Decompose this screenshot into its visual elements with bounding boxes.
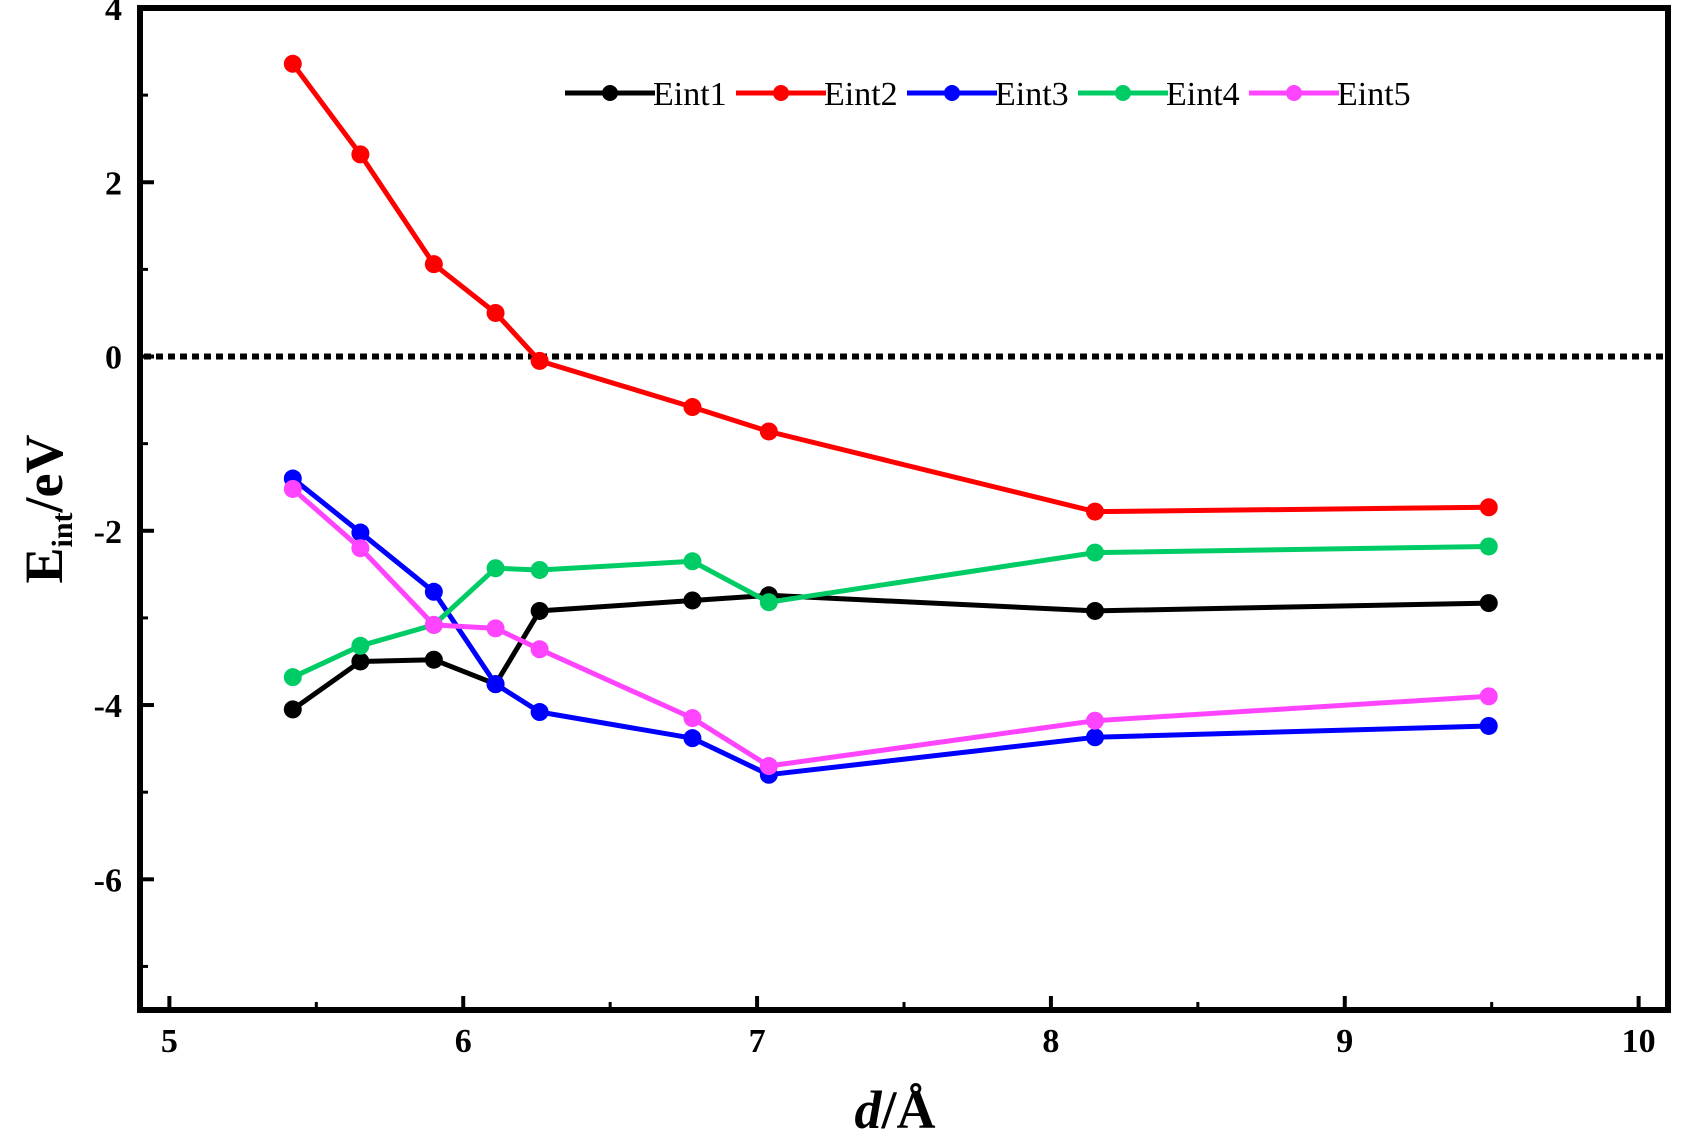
x-tick-label: 9 (1336, 1023, 1353, 1060)
legend-label: Eint5 (1337, 76, 1411, 113)
data-point-eint1 (683, 591, 702, 610)
series-layer (283, 54, 1498, 784)
series-line-eint5 (291, 487, 1489, 769)
data-point-eint4 (351, 636, 370, 655)
data-point-eint3 (683, 729, 702, 748)
data-point-eint4 (759, 593, 778, 612)
series-line-eint4 (291, 544, 1489, 680)
data-point-eint2 (759, 422, 778, 441)
legend-label: Eint3 (995, 76, 1069, 113)
series-line-eint2 (290, 62, 1489, 515)
data-point-eint4 (683, 552, 702, 571)
legend-label: Eint2 (824, 76, 898, 113)
data-point-eint3 (1086, 728, 1104, 747)
data-point-eint1 (283, 700, 302, 719)
data-point-eint3 (351, 523, 370, 542)
data-point-eint3 (486, 675, 505, 694)
x-tick-label: 5 (161, 1023, 178, 1060)
data-point-eint5 (486, 619, 505, 638)
data-point-eint5 (683, 709, 702, 728)
data-point-eint2 (424, 255, 443, 274)
data-point-eint3 (530, 703, 549, 722)
data-point-eint4 (530, 560, 549, 579)
legend-label: Eint4 (1166, 76, 1240, 113)
data-point-eint2 (1086, 502, 1104, 521)
series-eint2 (283, 54, 1498, 521)
legend-item-eint2: Eint2 (736, 76, 898, 113)
legend-label: Eint1 (653, 76, 727, 113)
data-point-eint4 (283, 668, 302, 687)
series-eint3 (283, 469, 1498, 784)
data-point-eint1 (1086, 601, 1104, 620)
data-point-eint3 (424, 582, 443, 601)
legend-item-eint4: Eint4 (1078, 76, 1240, 113)
x-tick-label: 8 (1042, 1023, 1059, 1060)
data-point-eint5 (759, 757, 778, 776)
legend-item-eint1: Eint1 (565, 76, 727, 113)
data-point-eint2 (283, 54, 302, 73)
x-axis-title: d/Å (855, 1080, 936, 1139)
legend: Eint1 Eint2 Eint3 Eint4 Eint5 (565, 76, 1411, 113)
data-point-eint2 (1479, 498, 1498, 517)
legend-item-eint3: Eint3 (907, 76, 1069, 113)
x-tick-label: 6 (455, 1023, 472, 1060)
data-point-eint4 (486, 559, 505, 578)
data-point-eint5 (1086, 711, 1104, 730)
y-tick-label: -4 (94, 688, 122, 725)
data-point-eint4 (1479, 537, 1498, 556)
y-tick-label: -6 (94, 862, 122, 899)
y-tick-label: 0 (105, 340, 122, 377)
data-point-eint2 (351, 145, 370, 164)
data-point-eint5 (283, 479, 302, 498)
legend-swatch-marker (602, 85, 618, 101)
series-eint4 (283, 537, 1498, 687)
data-point-eint5 (424, 615, 443, 634)
data-point-eint5 (1479, 687, 1498, 706)
x-tick-label: 7 (749, 1023, 766, 1060)
data-point-eint4 (1086, 543, 1104, 562)
y-axis-title: Eint/eV (14, 434, 79, 583)
y-tick-label: 2 (105, 165, 122, 202)
data-point-eint5 (351, 539, 370, 558)
y-tick-label: 4 (105, 0, 122, 28)
series-eint1 (283, 586, 1498, 719)
data-point-eint5 (530, 640, 549, 659)
legend-item-eint5: Eint5 (1249, 76, 1411, 113)
data-point-eint1 (351, 652, 370, 671)
legend-swatch-marker (1115, 85, 1131, 101)
legend-swatch-marker (944, 85, 960, 101)
series-eint5 (283, 479, 1498, 776)
legend-swatch-marker (773, 85, 789, 101)
data-point-eint1 (1479, 594, 1498, 613)
x-tick-label: 10 (1622, 1023, 1656, 1060)
y-tick-label: -2 (94, 514, 122, 551)
legend-swatch-marker (1286, 85, 1302, 101)
data-point-eint3 (1479, 716, 1498, 735)
data-point-eint2 (683, 398, 702, 417)
data-point-eint2 (530, 351, 549, 370)
data-point-eint1 (530, 601, 549, 620)
data-point-eint1 (424, 650, 443, 669)
tick-layer: 5 6 7 8 9 10 4 2 0 -2 -4 -6 (94, 0, 1656, 1060)
data-point-eint2 (486, 303, 505, 322)
